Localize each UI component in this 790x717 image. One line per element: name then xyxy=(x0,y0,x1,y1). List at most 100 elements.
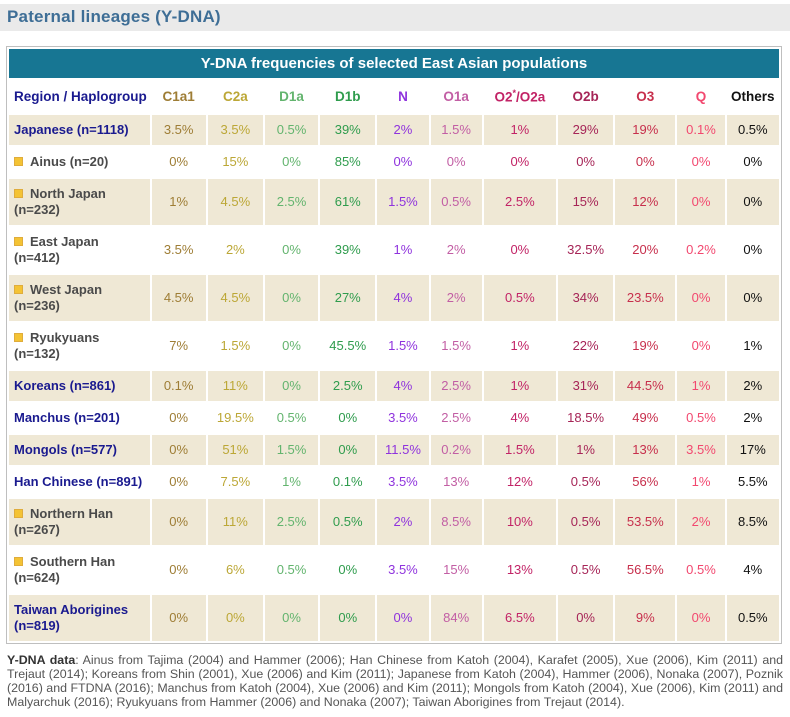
value-cell: 0% xyxy=(615,146,676,177)
table-caption: Y-DNA frequencies of selected East Asian… xyxy=(9,49,779,78)
value-cell: 0% xyxy=(726,146,779,177)
value-cell: 13% xyxy=(430,466,482,497)
value-cell: 39% xyxy=(320,114,376,145)
table-container: Y-DNA frequencies of selected East Asian… xyxy=(0,46,790,644)
value-cell: 0% xyxy=(726,178,779,225)
region-cell: Manchus (n=201) xyxy=(9,402,150,433)
value-cell: 2% xyxy=(430,274,482,321)
value-cell: 4% xyxy=(726,546,779,593)
value-cell: 8.5% xyxy=(430,498,482,545)
value-cell: 4% xyxy=(377,370,429,401)
table-row: Northern Han (n=267) 0% 11% 2.5% 0.5% 2% 8.5% 1… xyxy=(9,498,779,545)
footnote: Y-DNA data: Ainus from Tajima (2004) and… xyxy=(7,653,783,709)
column-header-label: * xyxy=(512,88,516,98)
bullet-icon xyxy=(14,188,23,198)
region-cell: Ryukyuans (n=132) xyxy=(9,322,150,369)
value-cell: 17% xyxy=(726,434,779,465)
value-cell: 1% xyxy=(377,226,429,273)
value-cell: 44.5% xyxy=(615,370,676,401)
table-row: East Japan (n=412) 3.5% 2% 0% 39% 1% 2% 0% 32.5%… xyxy=(9,226,779,273)
value-cell: 0% xyxy=(264,594,319,641)
region-cell: Northern Han (n=267) xyxy=(9,498,150,545)
value-cell: 11% xyxy=(207,370,263,401)
column-header-o2-o2a: O2*/O2a xyxy=(483,80,556,113)
table-row: Mongols (n=577) 0% 51% 1.5% 0% 11.5% 0.2% 1.5% 1… xyxy=(9,434,779,465)
value-cell: 0% xyxy=(377,146,429,177)
page-title: Paternal lineages (Y-DNA) xyxy=(7,7,221,26)
column-header-row: Region / Haplogroup C1a1 C2a D1a D1b N O1a O2*… xyxy=(9,80,779,113)
value-cell: 3.5% xyxy=(677,434,725,465)
value-cell: 0% xyxy=(320,402,376,433)
value-cell: 0% xyxy=(677,322,725,369)
value-cell: 2% xyxy=(430,226,482,273)
value-cell: 34% xyxy=(557,274,614,321)
table-row: Manchus (n=201) 0% 19.5% 0.5% 0% 3.5% 2.5% 4% 18… xyxy=(9,402,779,433)
value-cell: 19% xyxy=(615,322,676,369)
value-cell: 15% xyxy=(207,146,263,177)
value-cell: 31% xyxy=(557,370,614,401)
page: Paternal lineages (Y-DNA) Y-DNA frequenc… xyxy=(0,4,790,709)
value-cell: 11% xyxy=(207,498,263,545)
column-header-d1a: D1a xyxy=(264,80,319,113)
value-cell: 6% xyxy=(207,546,263,593)
value-cell: 1.5% xyxy=(430,114,482,145)
value-cell: 4.5% xyxy=(207,274,263,321)
value-cell: 0% xyxy=(151,546,206,593)
column-header-others: Others xyxy=(726,80,779,113)
region-label: North Japan (n=232) xyxy=(14,185,106,217)
value-cell: 4% xyxy=(377,274,429,321)
value-cell: 2% xyxy=(377,114,429,145)
column-header-label: /O2a xyxy=(515,89,546,105)
value-cell: 0.2% xyxy=(430,434,482,465)
value-cell: 1% xyxy=(557,434,614,465)
value-cell: 0.5% xyxy=(430,178,482,225)
bullet-icon xyxy=(14,556,23,566)
column-header-o3: O3 xyxy=(615,80,676,113)
table-row: Han Chinese (n=891) 0% 7.5% 1% 0.1% 3.5% 13% 12… xyxy=(9,466,779,497)
column-header-region: Region / Haplogroup xyxy=(9,80,150,113)
value-cell: 0.1% xyxy=(320,466,376,497)
value-cell: 9% xyxy=(615,594,676,641)
value-cell: 12% xyxy=(483,466,556,497)
column-header-q: Q xyxy=(677,80,725,113)
region-label: Southern Han (n=624) xyxy=(14,553,116,585)
region-cell: Southern Han (n=624) xyxy=(9,546,150,593)
column-header-d1b: D1b xyxy=(320,80,376,113)
column-header-o2b: O2b xyxy=(557,80,614,113)
value-cell: 0% xyxy=(483,226,556,273)
value-cell: 0% xyxy=(207,594,263,641)
value-cell: 1.5% xyxy=(483,434,556,465)
bullet-icon xyxy=(14,332,23,342)
value-cell: 1% xyxy=(483,114,556,145)
region-label: Koreans (n=861) xyxy=(14,377,116,393)
region-cell: Mongols (n=577) xyxy=(9,434,150,465)
value-cell: 0.5% xyxy=(677,402,725,433)
value-cell: 85% xyxy=(320,146,376,177)
value-cell: 0.1% xyxy=(151,370,206,401)
value-cell: 0.1% xyxy=(677,114,725,145)
value-cell: 2% xyxy=(377,498,429,545)
value-cell: 0% xyxy=(677,274,725,321)
value-cell: 0% xyxy=(483,146,556,177)
value-cell: 18.5% xyxy=(557,402,614,433)
region-label: Han Chinese (n=891) xyxy=(14,473,143,489)
value-cell: 3.5% xyxy=(207,114,263,145)
value-cell: 1.5% xyxy=(264,434,319,465)
value-cell: 0% xyxy=(320,546,376,593)
value-cell: 23.5% xyxy=(615,274,676,321)
value-cell: 15% xyxy=(557,178,614,225)
value-cell: 0% xyxy=(151,146,206,177)
value-cell: 0% xyxy=(557,594,614,641)
value-cell: 0.5% xyxy=(264,114,319,145)
value-cell: 2% xyxy=(677,498,725,545)
table-row: Southern Han (n=624) 0% 6% 0.5% 0% 3.5% 15% 13%… xyxy=(9,546,779,593)
value-cell: 10% xyxy=(483,498,556,545)
value-cell: 1.5% xyxy=(430,322,482,369)
region-label: West Japan (n=236) xyxy=(14,281,103,313)
value-cell: 5.5% xyxy=(726,466,779,497)
region-cell: Ainus (n=20) xyxy=(9,146,150,177)
column-header-n: N xyxy=(377,80,429,113)
value-cell: 3.5% xyxy=(377,546,429,593)
value-cell: 27% xyxy=(320,274,376,321)
value-cell: 0% xyxy=(677,178,725,225)
